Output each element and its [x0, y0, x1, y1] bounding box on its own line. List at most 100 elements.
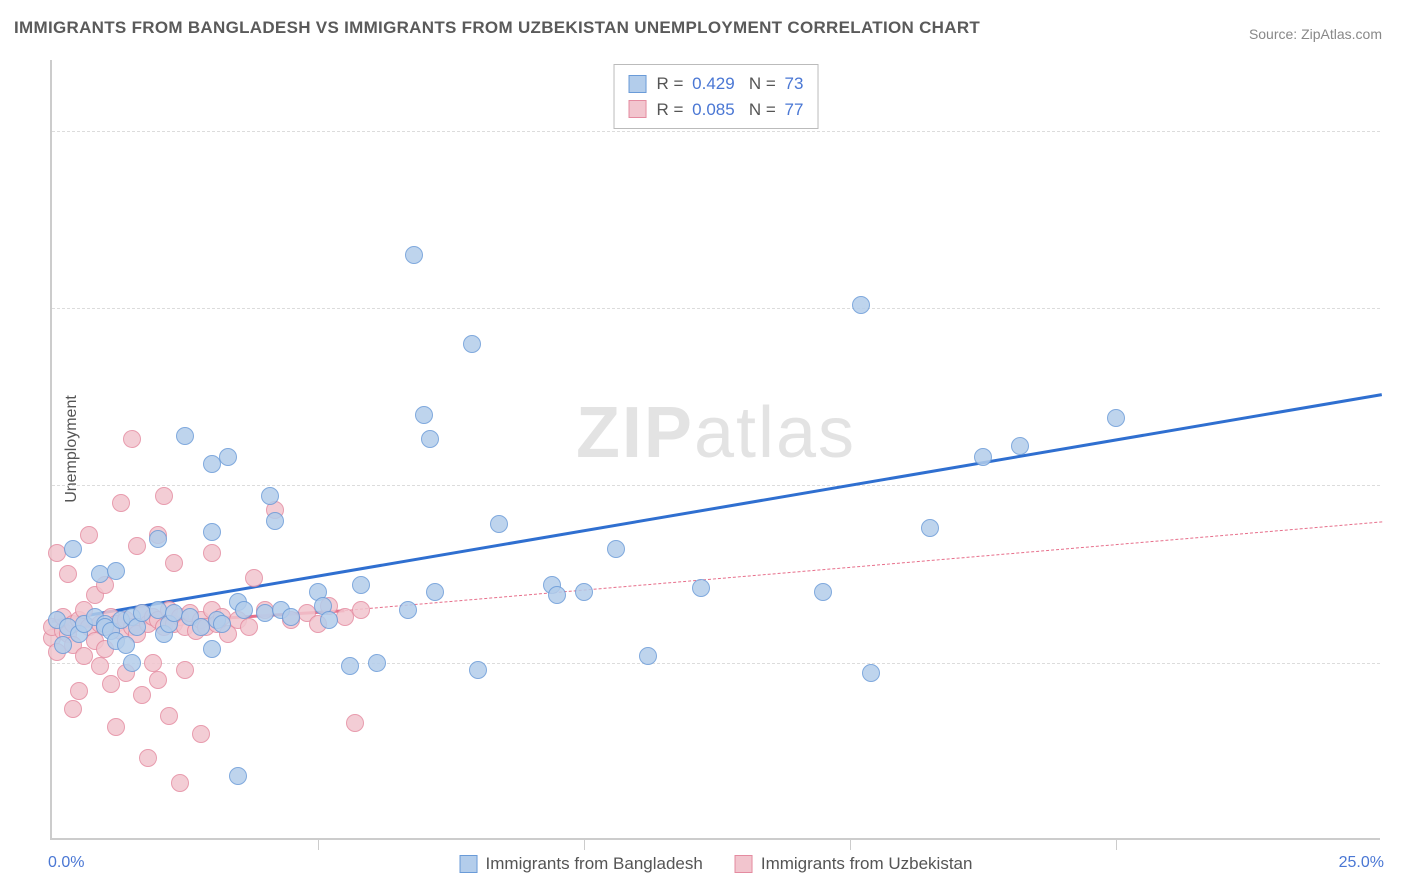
- y-axis-title: Unemployment: [63, 395, 81, 503]
- series-legend: Immigrants from Bangladesh Immigrants fro…: [460, 854, 973, 874]
- legend-swatch: [629, 75, 647, 93]
- data-point: [107, 718, 125, 736]
- data-point: [469, 661, 487, 679]
- plot-area: ZIPatlas Unemployment 0.0% 25.0% R = 0.4…: [50, 60, 1380, 840]
- legend-swatch: [629, 100, 647, 118]
- data-point: [352, 576, 370, 594]
- trend-line: [52, 393, 1382, 623]
- data-point: [102, 675, 120, 693]
- data-point: [54, 636, 72, 654]
- correlation-legend-row: R = 0.085 N = 77: [629, 97, 804, 123]
- y-tick-label: 5.0%: [1390, 654, 1406, 672]
- data-point: [219, 448, 237, 466]
- data-point: [1011, 437, 1029, 455]
- data-point: [814, 583, 832, 601]
- watermark: ZIPatlas: [576, 392, 856, 474]
- data-point: [921, 519, 939, 537]
- data-point: [59, 565, 77, 583]
- data-point: [575, 583, 593, 601]
- data-point: [282, 608, 300, 626]
- gridline: [52, 663, 1380, 664]
- data-point: [352, 601, 370, 619]
- data-point: [862, 664, 880, 682]
- data-point: [171, 774, 189, 792]
- legend-stat-text: R = 0.429 N = 73: [657, 71, 804, 97]
- x-axis-max-label: 25.0%: [1339, 854, 1384, 872]
- data-point: [64, 540, 82, 558]
- data-point: [405, 246, 423, 264]
- data-point: [490, 515, 508, 533]
- x-tick: [318, 838, 319, 850]
- source-attribution: Source: ZipAtlas.com: [1249, 26, 1382, 42]
- data-point: [149, 530, 167, 548]
- data-point: [128, 537, 146, 555]
- series-legend-item: Immigrants from Uzbekistan: [735, 854, 973, 874]
- data-point: [1107, 409, 1125, 427]
- correlation-legend: R = 0.429 N = 73R = 0.085 N = 77: [614, 64, 819, 129]
- series-legend-label: Immigrants from Bangladesh: [486, 854, 703, 874]
- y-tick-label: 10.0%: [1390, 476, 1406, 494]
- data-point: [117, 636, 135, 654]
- data-point: [213, 615, 231, 633]
- legend-swatch: [735, 855, 753, 873]
- data-point: [229, 767, 247, 785]
- x-axis-min-label: 0.0%: [48, 854, 84, 872]
- y-tick-label: 20.0%: [1390, 122, 1406, 140]
- data-point: [341, 657, 359, 675]
- data-point: [261, 487, 279, 505]
- data-point: [165, 604, 183, 622]
- series-legend-item: Immigrants from Bangladesh: [460, 854, 703, 874]
- data-point: [91, 657, 109, 675]
- x-tick: [1116, 838, 1117, 850]
- x-tick: [584, 838, 585, 850]
- data-point: [176, 661, 194, 679]
- data-point: [463, 335, 481, 353]
- data-point: [165, 554, 183, 572]
- data-point: [415, 406, 433, 424]
- gridline: [52, 485, 1380, 486]
- data-point: [70, 682, 88, 700]
- data-point: [426, 583, 444, 601]
- data-point: [80, 526, 98, 544]
- data-point: [235, 601, 253, 619]
- correlation-legend-row: R = 0.429 N = 73: [629, 71, 804, 97]
- data-point: [192, 725, 210, 743]
- chart-title: IMMIGRANTS FROM BANGLADESH VS IMMIGRANTS…: [14, 18, 980, 38]
- data-point: [639, 647, 657, 665]
- data-point: [160, 707, 178, 725]
- data-point: [133, 686, 151, 704]
- data-point: [123, 430, 141, 448]
- series-legend-label: Immigrants from Uzbekistan: [761, 854, 973, 874]
- data-point: [368, 654, 386, 672]
- data-point: [548, 586, 566, 604]
- data-point: [155, 487, 173, 505]
- data-point: [852, 296, 870, 314]
- data-point: [139, 749, 157, 767]
- data-point: [266, 512, 284, 530]
- data-point: [607, 540, 625, 558]
- gridline: [52, 308, 1380, 309]
- gridline: [52, 131, 1380, 132]
- data-point: [692, 579, 710, 597]
- data-point: [320, 611, 338, 629]
- x-tick: [850, 838, 851, 850]
- data-point: [203, 544, 221, 562]
- legend-swatch: [460, 855, 478, 873]
- data-point: [203, 640, 221, 658]
- data-point: [149, 671, 167, 689]
- data-point: [974, 448, 992, 466]
- data-point: [64, 700, 82, 718]
- data-point: [203, 523, 221, 541]
- data-point: [421, 430, 439, 448]
- legend-stat-text: R = 0.085 N = 77: [657, 97, 804, 123]
- data-point: [399, 601, 417, 619]
- data-point: [346, 714, 364, 732]
- data-point: [123, 654, 141, 672]
- data-point: [245, 569, 263, 587]
- data-point: [240, 618, 258, 636]
- data-point: [176, 427, 194, 445]
- y-tick-label: 15.0%: [1390, 299, 1406, 317]
- trend-line: [345, 521, 1382, 611]
- data-point: [144, 654, 162, 672]
- data-point: [107, 562, 125, 580]
